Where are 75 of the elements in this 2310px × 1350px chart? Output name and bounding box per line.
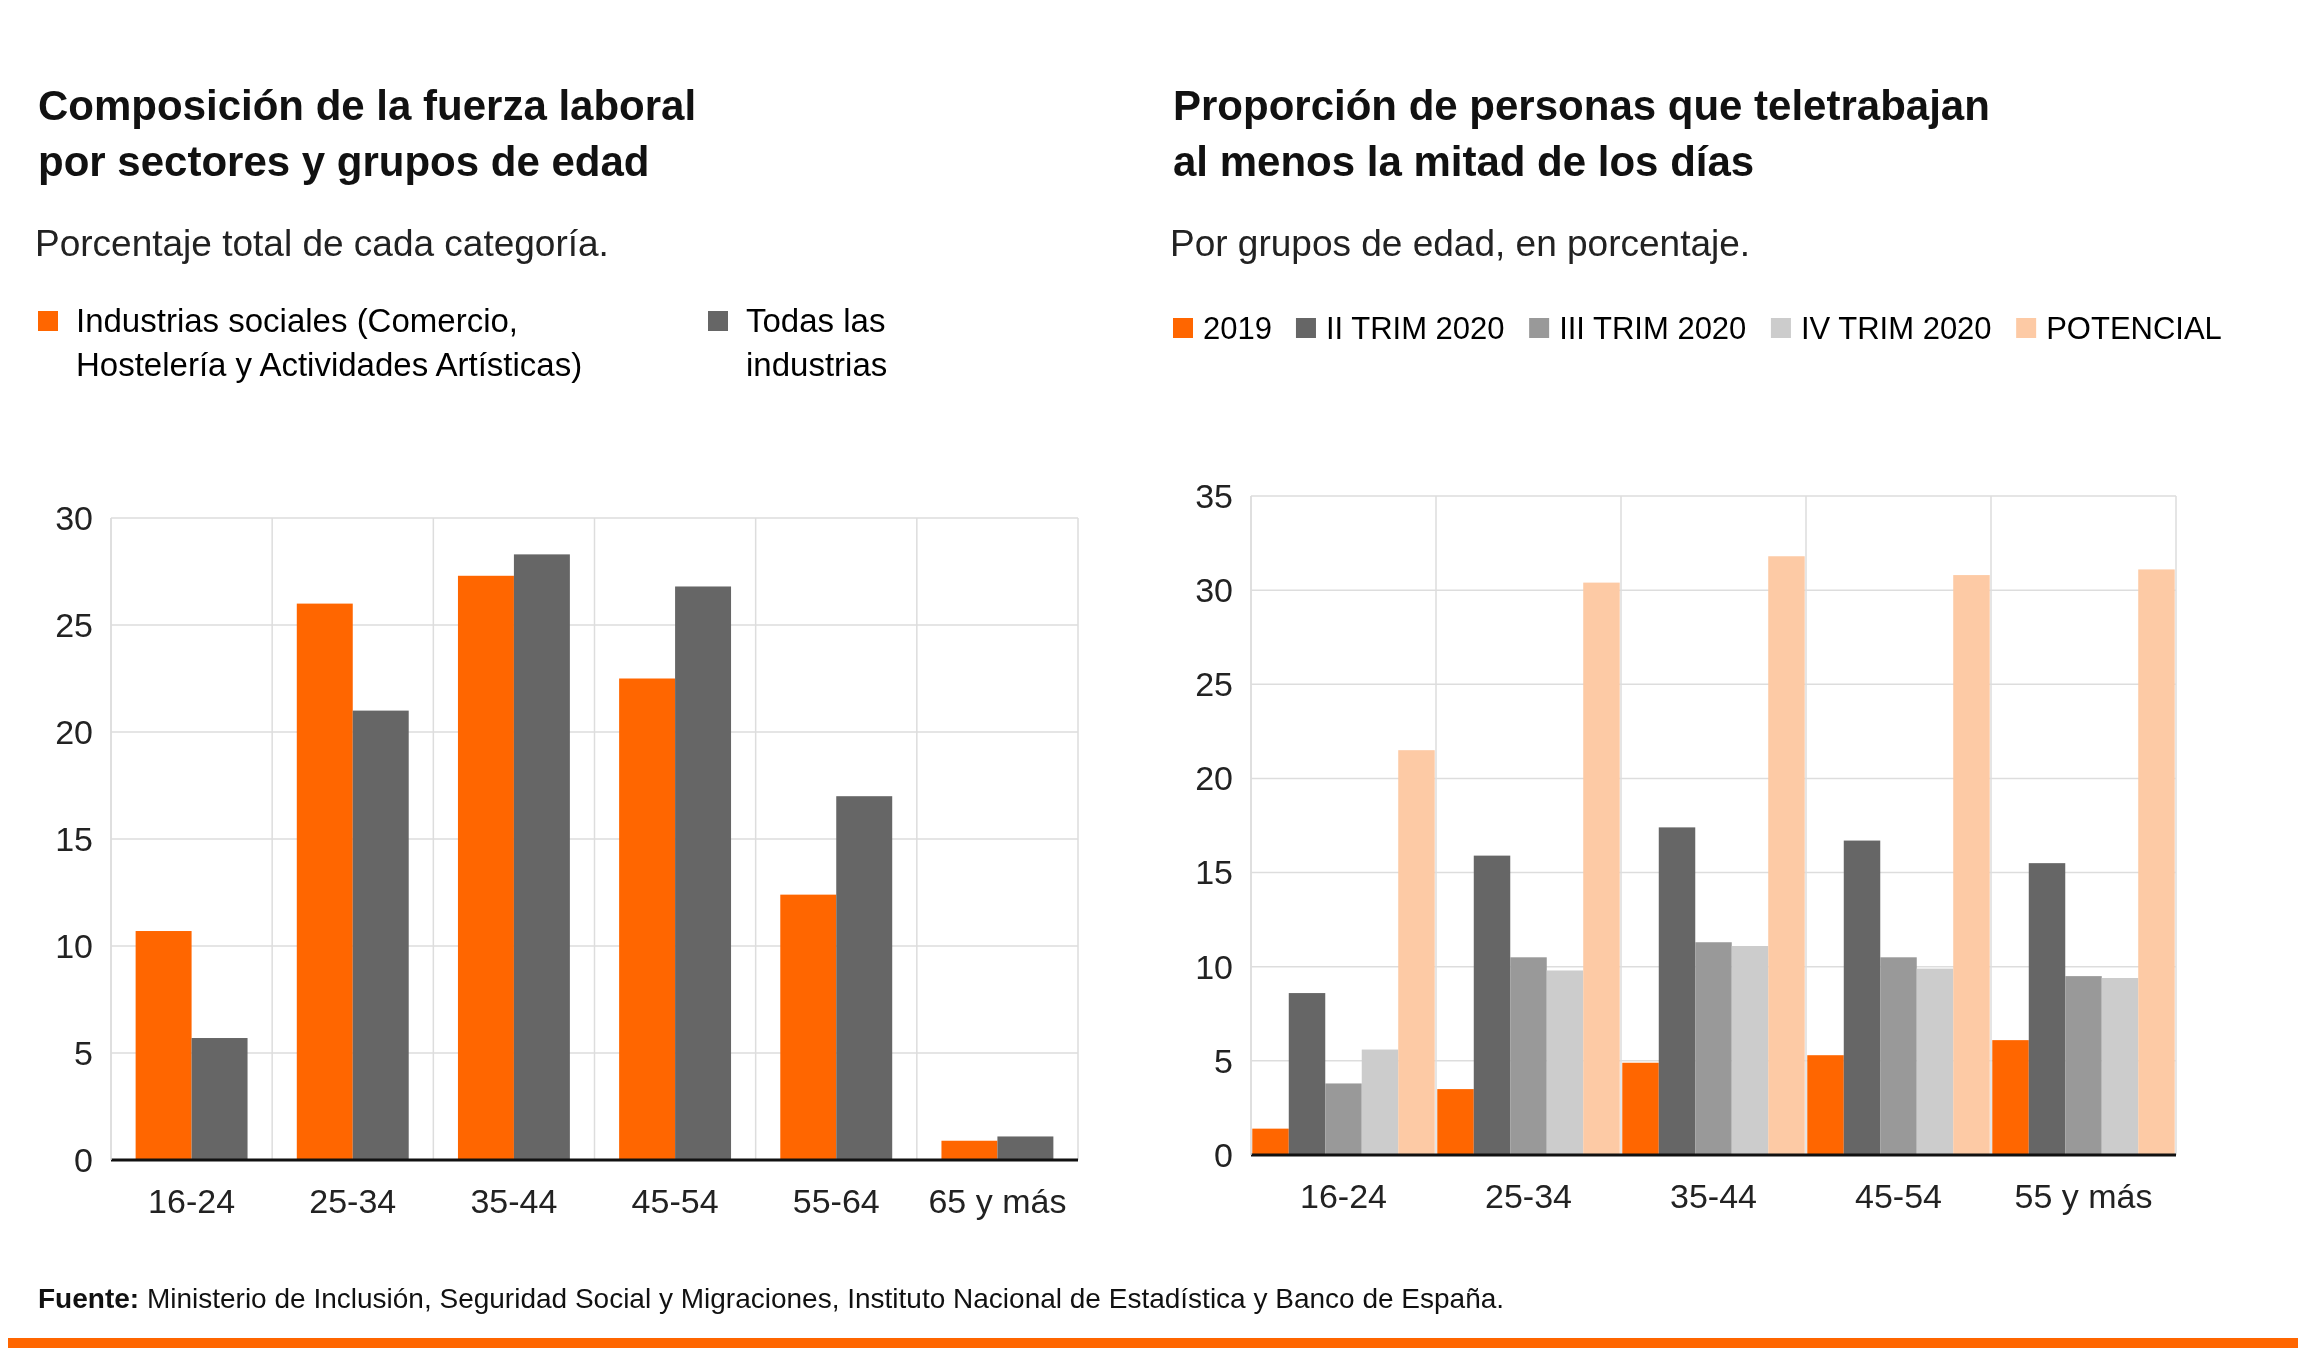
y-tick-label: 0 xyxy=(1214,1135,1233,1174)
bar xyxy=(1361,1049,1399,1155)
chart-title: Composición de la fuerza laboral por sectores y grupos de edad xyxy=(38,82,697,185)
y-tick-label: 15 xyxy=(1195,853,1233,892)
y-tick-label: 0 xyxy=(74,1140,93,1179)
y-tick-label: 5 xyxy=(74,1033,93,1072)
chart-subtitle: Por grupos de edad, en porcentaje. xyxy=(1170,223,1751,264)
bar xyxy=(941,1140,998,1160)
chart-subtitle: Porcentaje total de cada categoría. xyxy=(35,223,609,264)
legend-label: Industrias sociales (Comercio, Hostelería y Actividades Artísticas) xyxy=(76,302,583,383)
legend-label: II TRIM 2020 xyxy=(1325,311,1505,346)
bar xyxy=(191,1038,248,1160)
x-tick-label: 45-54 xyxy=(1855,1177,1942,1215)
bar xyxy=(457,575,514,1160)
legend-label: 2019 xyxy=(1203,311,1272,346)
bar xyxy=(352,710,409,1160)
bar xyxy=(1437,1089,1474,1155)
x-tick-label: 45-54 xyxy=(631,1182,719,1220)
bar xyxy=(1658,827,1696,1155)
bar xyxy=(2065,976,2102,1155)
bar xyxy=(1252,1128,1289,1155)
bar xyxy=(997,1136,1054,1160)
x-tick-label: 25-34 xyxy=(1485,1177,1572,1215)
bar xyxy=(780,894,837,1160)
x-tick-label: 55-64 xyxy=(792,1182,880,1220)
bar xyxy=(1473,855,1511,1155)
bar xyxy=(1768,556,1805,1155)
bar xyxy=(1880,957,1917,1155)
x-tick-label: 35-44 xyxy=(1670,1177,1757,1215)
bar xyxy=(1916,968,1954,1155)
legend-label: Todas las industrias xyxy=(746,302,888,383)
bar xyxy=(619,678,676,1160)
bar xyxy=(836,796,893,1160)
bar xyxy=(1843,840,1881,1155)
bar xyxy=(675,586,732,1160)
bar xyxy=(1583,582,1620,1155)
x-tick-label: 55 y más xyxy=(2014,1177,2153,1215)
y-tick-label: 10 xyxy=(55,926,93,965)
y-tick-label: 10 xyxy=(1195,947,1233,986)
y-tick-label: 30 xyxy=(55,498,93,537)
y-tick-label: 25 xyxy=(1195,665,1233,704)
chart-title: Proporción de personas que teletrabajan al menos la mitad de los días xyxy=(1173,82,1990,185)
bar xyxy=(1622,1062,1659,1155)
bar xyxy=(1731,946,1769,1155)
x-tick-label: 16-24 xyxy=(148,1182,236,1220)
bar xyxy=(513,554,570,1160)
legend-label: IV TRIM 2020 xyxy=(1800,311,1992,346)
x-tick-label: 35-44 xyxy=(470,1182,558,1220)
y-tick-label: 25 xyxy=(55,605,93,644)
legend-label: III TRIM 2020 xyxy=(1559,311,1747,346)
bar xyxy=(1953,575,1990,1155)
bar xyxy=(1325,1083,1362,1155)
bar xyxy=(1288,993,1326,1155)
x-tick-label: 16-24 xyxy=(1300,1177,1387,1215)
bar xyxy=(1992,1040,2029,1155)
y-tick-label: 35 xyxy=(1195,476,1233,515)
bar xyxy=(1510,957,1547,1155)
bar xyxy=(2028,863,2066,1155)
bar xyxy=(2138,569,2175,1155)
bar xyxy=(1546,970,1584,1155)
y-tick-label: 30 xyxy=(1195,571,1233,610)
x-tick-label: 25-34 xyxy=(309,1182,397,1220)
source-note: Fuente: Ministerio de Inclusión, Seguridad Social y Migraciones, Instituto Nacional de Estadística y Banco de España. xyxy=(38,1283,1505,1314)
bar xyxy=(1398,750,1435,1155)
bar xyxy=(135,931,192,1160)
y-tick-label: 15 xyxy=(55,819,93,858)
bar xyxy=(1695,942,1732,1155)
legend-label: POTENCIAL xyxy=(2046,311,2222,346)
bar xyxy=(1807,1055,1844,1155)
y-tick-label: 20 xyxy=(1195,759,1233,798)
bar xyxy=(2101,978,2139,1155)
bar xyxy=(296,603,353,1160)
x-tick-label: 65 y más xyxy=(928,1182,1067,1220)
y-tick-label: 5 xyxy=(1214,1041,1233,1080)
y-tick-label: 20 xyxy=(55,712,93,751)
